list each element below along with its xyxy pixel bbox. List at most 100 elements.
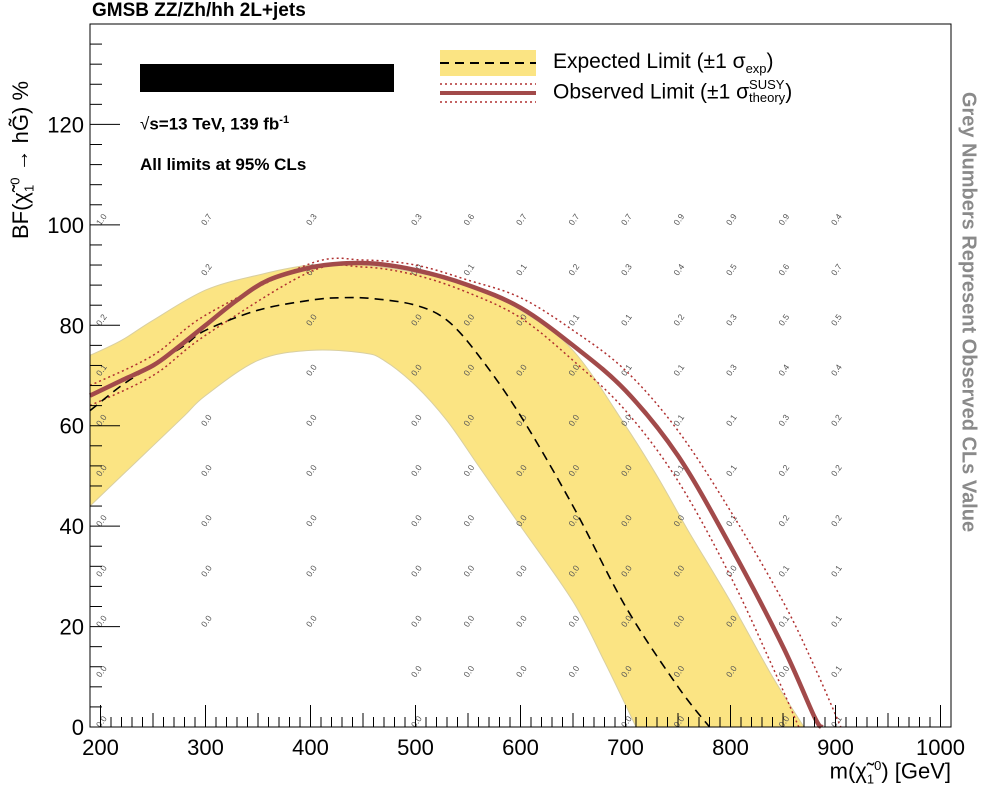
cls-value: 0.1 [829,613,844,629]
cls-value: 0.0 [304,563,319,579]
cls-value: 0.1 [829,663,844,679]
x-tick-label: 200 [82,735,119,760]
cls-value: 0.0 [514,613,529,629]
curve-layer [89,257,842,729]
cls-value: 0.2 [829,412,844,428]
cls-value: 0.7 [199,212,214,228]
cls-value: 0.1 [566,312,581,328]
cls-value: 0.3 [776,412,791,428]
cls-value: 0.0 [199,563,214,579]
legend-keys [440,50,536,103]
cls-value: 0.2 [199,262,214,278]
y-tick-label: 20 [60,615,84,640]
legend-observed-label: Observed Limit (±1 σ SUSY theory) [553,78,793,106]
x-tick-label: 400 [292,735,329,760]
cls-value: 0.0 [409,463,424,479]
cls-value: 0.5 [776,312,791,328]
cls-value: 0.0 [304,362,319,378]
cls-value: 0.2 [566,262,581,278]
axis-layer: 200 300 400 500 600 700 800 900 1000 0 20 40 60 80 100… [47,23,965,760]
cls-value: 0.0 [199,463,214,479]
cls-value: 0.0 [304,412,319,428]
cls-value: 0.1 [776,563,791,579]
y-tick-label: 80 [60,313,84,338]
y-tick-label: 100 [47,213,84,238]
cls-value: 0.3 [619,262,634,278]
cls-value: 0.2 [829,463,844,479]
cls-value: 0.3 [724,312,739,328]
cls-value: 0.0 [566,613,581,629]
cls-note: Grey Numbers Represent Observed CLs Valu… [957,91,980,533]
x-axis-label-suffix: ) [GeV] [881,758,951,784]
legend-expected-sub: exp [745,61,767,77]
cls-value: 0.0 [566,663,581,679]
cls-value: 0.0 [409,663,424,679]
cls-value: 0.0 [724,563,739,579]
cls-value: 0.2 [776,463,791,479]
x-tick-label: 600 [502,735,539,760]
cls-value: 0.0 [461,563,476,579]
cl-label: All limits at 95% CLs [140,155,307,174]
legend-expected-label: Expected Limit (±1 σexp) [553,50,774,76]
cls-value: 0.1 [724,513,739,529]
cls-value: 0.1 [671,362,686,378]
cls-value: 0.9 [671,212,686,228]
cls-value: 0.1 [724,463,739,479]
cls-value: 0.0 [409,613,424,629]
cls-value: 0.5 [724,262,739,278]
legend-expected-text: Expected Limit (±1 σ [553,50,746,73]
y-tick-label: 60 [60,414,84,439]
cls-value: 0.0 [94,563,109,579]
cls-value: 0.7 [829,262,844,278]
cls-value: 0.0 [199,412,214,428]
cls-value: 0.0 [304,613,319,629]
x-axis-label-prefix: m( [829,758,856,784]
cls-value: 0.1 [461,262,476,278]
cls-value: 0.1 [619,362,634,378]
cls-value: 0.0 [94,663,109,679]
cls-value: 0.0 [409,563,424,579]
cls-value: 0.0 [199,513,214,529]
observed-theory-upper [89,257,842,728]
cls-value: 0.0 [461,613,476,629]
cls-value: 0.4 [829,362,844,378]
legend-observed-text: Observed Limit (±1 σ [553,80,750,104]
cls-value: 0.7 [566,212,581,228]
y-axis-label-suffix: ) % [7,80,33,114]
cls-value: 0.0 [514,663,529,679]
x-tick-label: 1000 [916,735,965,760]
energy-lumi-label: √s=13 TeV, 139 fb-1 [140,114,289,135]
legend-observed-close: ) [785,80,793,104]
cls-value: 0.7 [619,212,634,228]
y-tick-label: 0 [72,715,84,740]
cls-value: 0.4 [776,362,791,378]
y-tick-label: 40 [60,514,84,539]
y-tick-label: 120 [47,112,84,137]
cls-value: 0.0 [199,613,214,629]
legend-observed-sub: theory [749,90,786,105]
y-axis-label-prefix: BF( [7,203,33,240]
cls-value: 0.0 [461,513,476,529]
cls-value: 0.1 [829,563,844,579]
cls-value: 0.0 [776,663,791,679]
legend-expected-close: ) [766,50,774,73]
cls-value: 0.0 [304,463,319,479]
cls-value: 0.0 [461,463,476,479]
x-tick-label: 500 [397,735,434,760]
cls-value: 0.1 [776,613,791,629]
cls-value: 0.3 [409,212,424,228]
cls-value: 0.3 [304,212,319,228]
cls-value: 0.0 [514,563,529,579]
plot-title: GMSB ZZ/Zh/hh 2L+jets [92,0,306,21]
cls-value: 0.2 [776,513,791,529]
cls-value: 0.0 [304,513,319,529]
cls-value: 0.4 [829,212,844,228]
sqrt-symbol: √ [140,114,150,134]
cls-value: 0.2 [671,312,686,328]
cls-value: 0.2 [829,513,844,529]
y-axis-label: BF(χ̃10 → hG̃) % [7,80,37,240]
energy-exponent: -1 [279,114,290,126]
cls-value: 0.9 [724,212,739,228]
cls-value: 0.0 [409,412,424,428]
